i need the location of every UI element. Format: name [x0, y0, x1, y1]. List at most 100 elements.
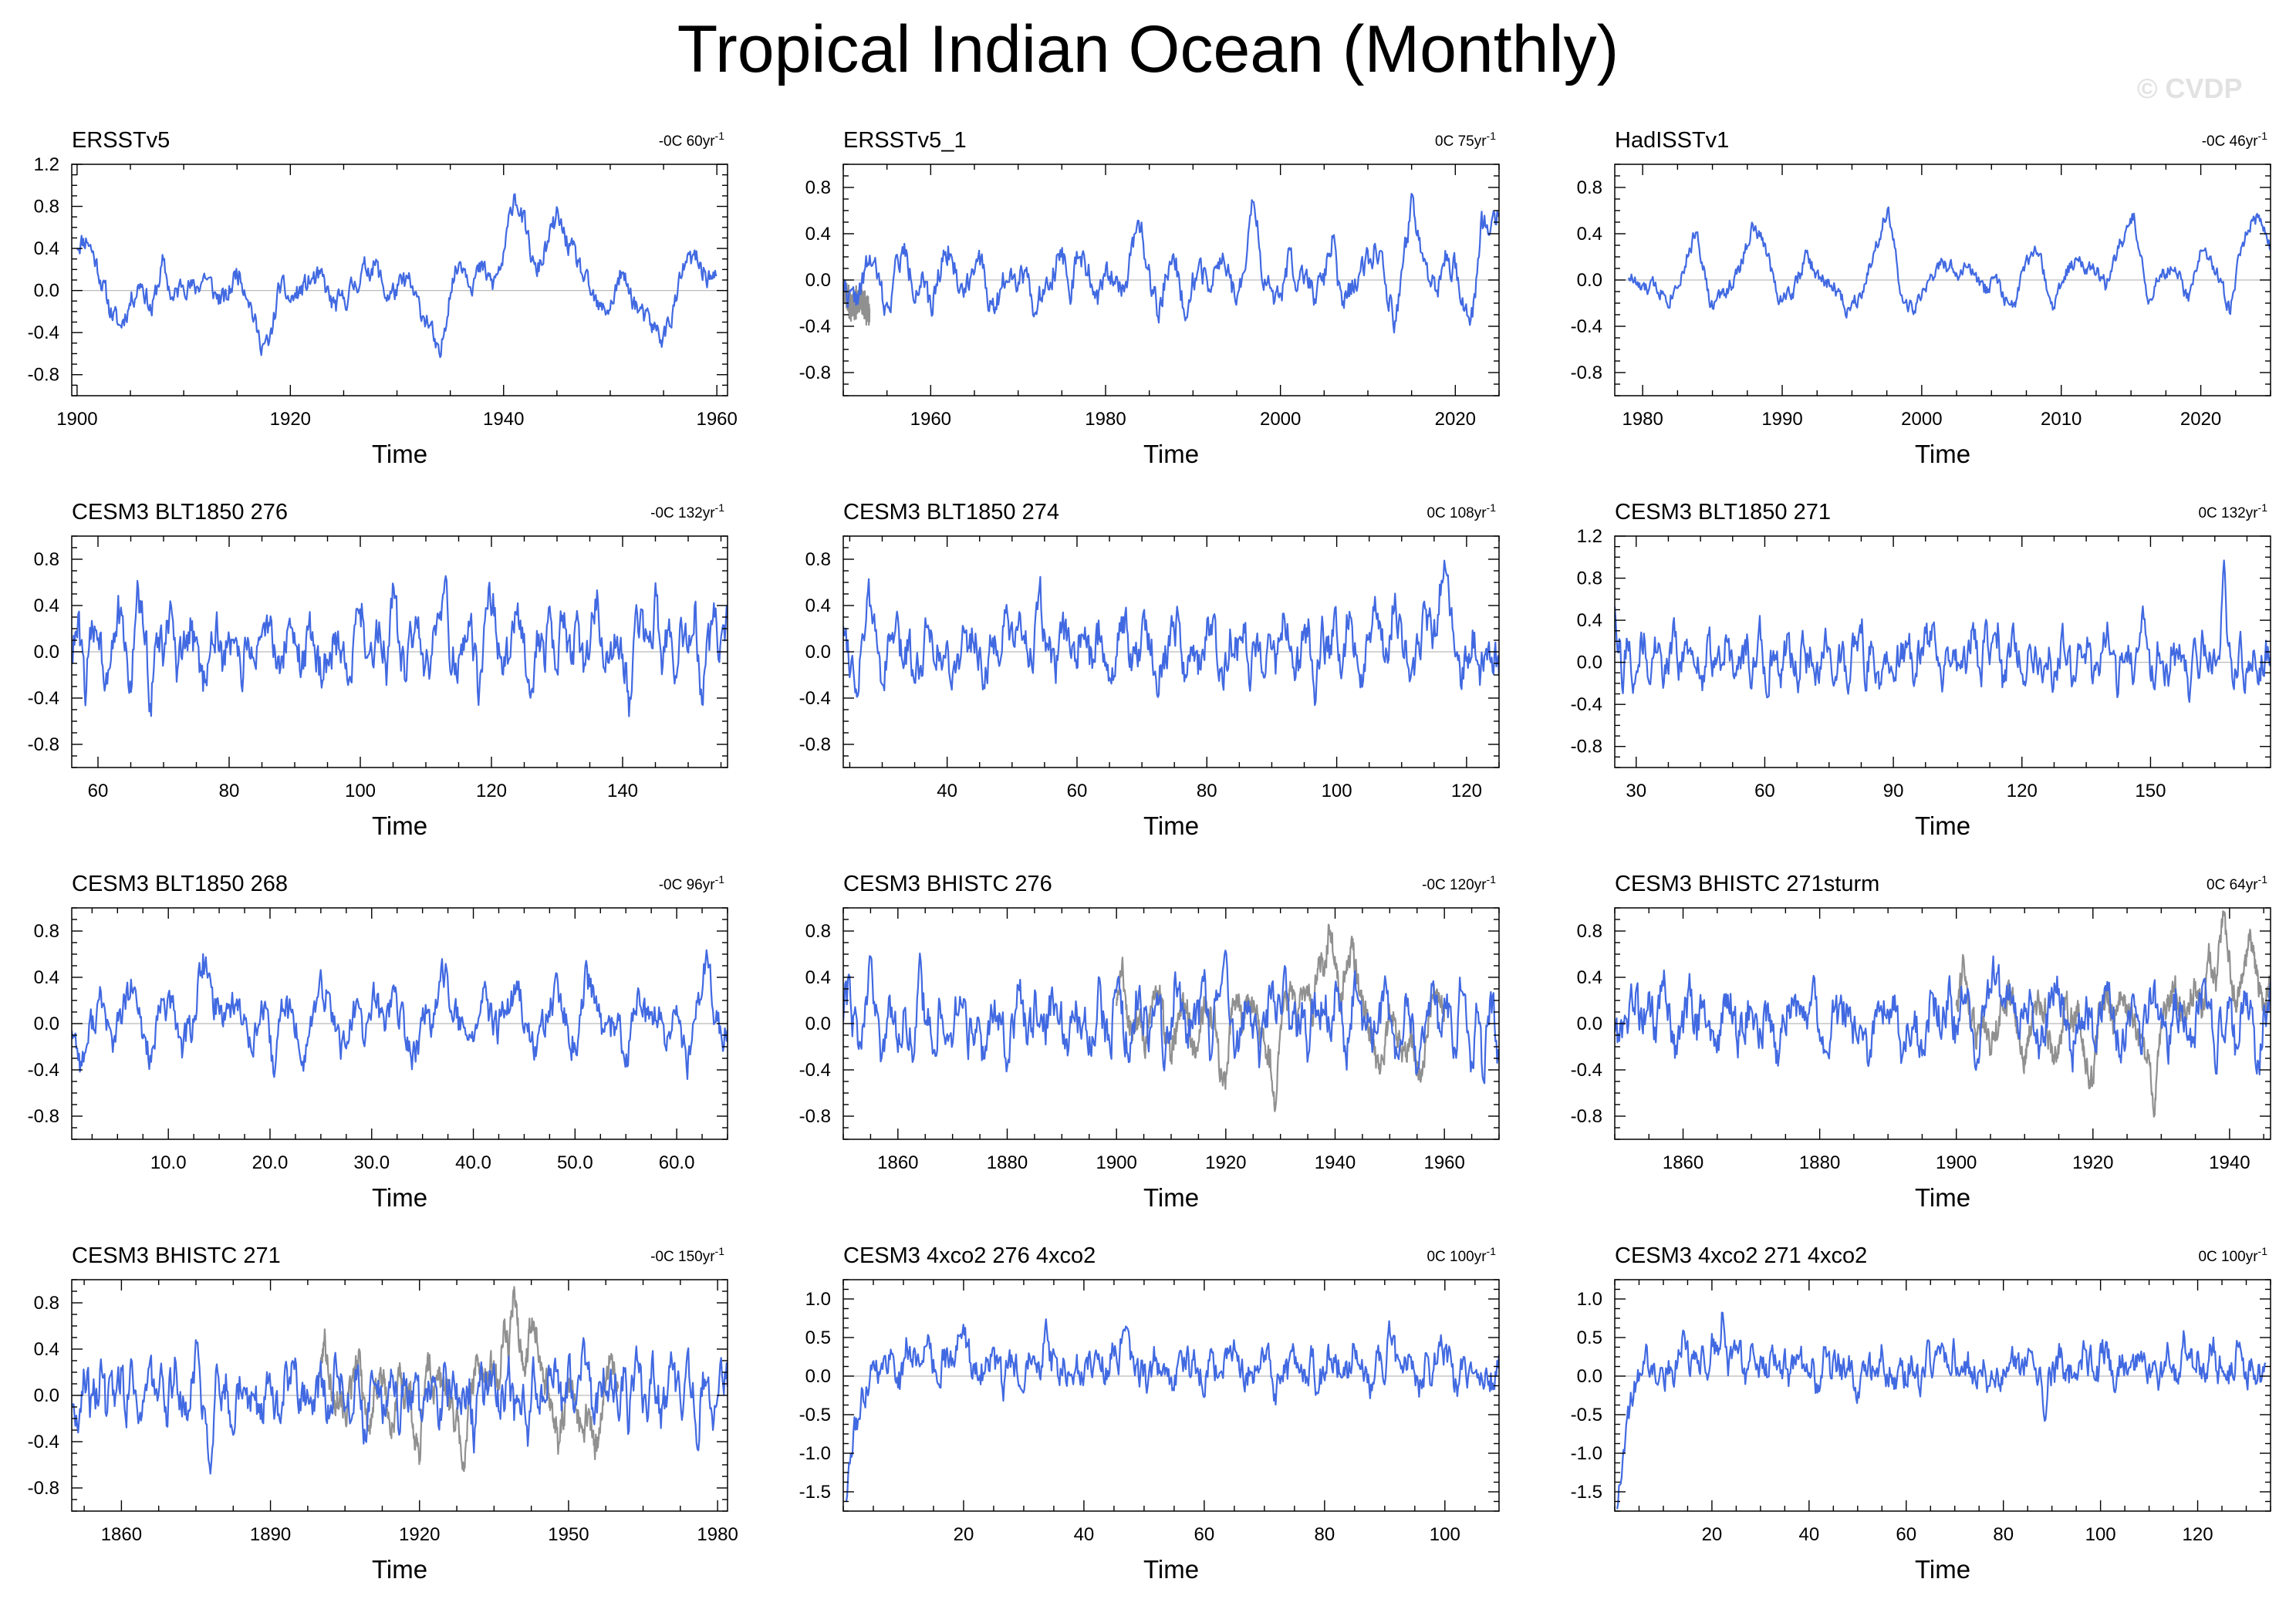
panel-trend-exponent: -1 — [1487, 873, 1497, 886]
y-tick-label: -0.4 — [28, 688, 59, 709]
x-tick-label: 1920 — [270, 409, 311, 430]
x-tick-label: 120 — [2007, 781, 2038, 801]
series-line-1 — [76, 193, 718, 359]
y-tick-label: -0.4 — [1571, 694, 1602, 715]
x-tick-label: 20 — [954, 1524, 974, 1545]
panel-trend-value: -0C 120yr — [1422, 877, 1487, 893]
x-tick-label: 1900 — [1096, 1152, 1136, 1173]
cvdp-watermark: © CVDP — [2137, 73, 2243, 104]
x-tick-label: 2010 — [2041, 409, 2082, 430]
y-tick-label: 0.4 — [1577, 224, 1602, 245]
y-tick-label: 0.0 — [1577, 653, 1602, 673]
y-tick-label: 0.4 — [805, 595, 831, 616]
panel-trend: -0C 60yr-1 — [659, 130, 725, 150]
y-tick-label: -0.8 — [28, 734, 59, 755]
x-tick-label: 60 — [1754, 781, 1775, 801]
panel-trend-value: 0C 100yr — [1427, 1249, 1487, 1265]
x-tick-label: 1920 — [1205, 1152, 1246, 1173]
panel-title: ERSSTv5 — [72, 128, 170, 153]
x-tick-label: 2020 — [1435, 409, 1476, 430]
y-tick-label: 0.0 — [34, 1385, 59, 1406]
x-tick-label: 120 — [476, 781, 507, 801]
y-tick-label: -0.8 — [799, 363, 831, 383]
panel-trend: -0C 96yr-1 — [659, 873, 725, 893]
y-tick-label: -0.8 — [28, 1478, 59, 1499]
y-tick-label: -1.5 — [1571, 1482, 1602, 1503]
x-axis-label: Time — [1915, 1555, 1970, 1584]
y-tick-label: -0.8 — [1571, 737, 1602, 757]
x-tick-label: 80 — [219, 781, 240, 801]
x-tick-label: 80 — [1315, 1524, 1335, 1545]
y-tick-label: -0.4 — [1571, 316, 1602, 337]
x-tick-label: 100 — [1430, 1524, 1460, 1545]
y-tick-label: 0.8 — [1577, 177, 1602, 198]
panel-trend: 0C 75yr-1 — [1435, 130, 1496, 150]
panel-4: CESM3 BLT1850 276 -0C 132yr-1 60 80 100 120 14… — [28, 500, 728, 840]
y-tick-label: -0.4 — [28, 322, 59, 343]
panel-title: CESM3 BLT1850 274 — [843, 500, 1059, 525]
series-line-1 — [1628, 206, 2271, 319]
y-tick-label: 0.0 — [805, 270, 831, 291]
y-tick-label: 0.4 — [34, 1339, 59, 1360]
panel-1: ERSSTv5 -0C 60yr-1 1900 1920 1940 1960 -0.8 -0.… — [28, 128, 738, 468]
x-tick-label: 2000 — [1260, 409, 1301, 430]
panel-trend: 0C 100yr-1 — [1427, 1245, 1496, 1265]
x-axis-label: Time — [1915, 1183, 1970, 1212]
series-group — [1615, 910, 2271, 1118]
y-tick-label: 0.0 — [34, 281, 59, 302]
y-tick-label: 0.0 — [1577, 1366, 1602, 1387]
panel-12: CESM3 4xco2 271 4xco2 0C 100yr-1 20 40 60 80 1… — [1571, 1243, 2271, 1584]
x-tick-label: 100 — [1322, 781, 1352, 801]
x-tick-label: 60 — [1194, 1524, 1215, 1545]
panel-trend-exponent: -1 — [2258, 873, 2268, 886]
panel-7: CESM3 BLT1850 268 -0C 96yr-1 10.0 20.0 30.0 4… — [28, 872, 728, 1212]
series-line-1 — [1616, 1311, 2267, 1510]
series-group — [72, 1286, 728, 1475]
panel-5: CESM3 BLT1850 274 0C 108yr-1 40 60 80 100 120 -… — [799, 500, 1500, 840]
y-tick-label: 1.2 — [1577, 526, 1602, 547]
x-tick-label: 40 — [1799, 1524, 1820, 1545]
series-line-1 — [1615, 559, 2271, 703]
x-tick-label: 1940 — [483, 409, 524, 430]
panel-trend: 0C 108yr-1 — [1427, 501, 1496, 521]
x-tick-label: 1960 — [696, 409, 737, 430]
plot-frame — [842, 1279, 1500, 1512]
x-tick-label: 120 — [2183, 1524, 2213, 1545]
panel-trend-exponent: -1 — [1487, 1245, 1497, 1257]
y-tick-label: -0.5 — [799, 1405, 831, 1425]
x-tick-label: 40.0 — [455, 1152, 491, 1173]
x-tick-label: 60 — [1896, 1524, 1916, 1545]
panel-trend: 0C 64yr-1 — [2207, 873, 2267, 893]
panel-trend: -0C 120yr-1 — [1422, 873, 1496, 893]
x-tick-label: 1980 — [697, 1524, 738, 1545]
x-tick-label: 100 — [2085, 1524, 2116, 1545]
y-tick-label: 0.8 — [34, 1293, 59, 1314]
panel-trend-exponent: -1 — [715, 501, 725, 514]
x-tick-label: 40 — [1074, 1524, 1095, 1545]
y-tick-label: 0.4 — [34, 595, 59, 616]
x-tick-label: 1900 — [56, 409, 97, 430]
panel-title: CESM3 4xco2 276 4xco2 — [843, 1243, 1096, 1268]
y-tick-label: -1.0 — [799, 1443, 831, 1464]
y-tick-label: 0.4 — [1577, 967, 1602, 988]
x-tick-label: 60 — [1067, 781, 1088, 801]
x-tick-label: 40 — [937, 781, 957, 801]
panel-3: HadISSTv1 -0C 46yr-1 1980 1990 2000 2010 2020 -… — [1571, 128, 2271, 468]
y-tick-label: 1.0 — [805, 1289, 831, 1310]
x-tick-label: 90 — [1883, 781, 1904, 801]
panel-trend-value: 0C 100yr — [2198, 1249, 2258, 1265]
x-tick-label: 20.0 — [252, 1152, 289, 1173]
x-tick-label: 140 — [607, 781, 638, 801]
series-group — [843, 559, 1499, 707]
y-tick-label: -0.4 — [799, 316, 831, 337]
x-tick-label: 2000 — [1901, 409, 1942, 430]
x-tick-label: 1880 — [987, 1152, 1028, 1173]
main-title: Tropical Indian Ocean (Monthly) — [677, 12, 1619, 86]
series-line-1 — [72, 949, 728, 1081]
y-tick-label: 0.4 — [1577, 610, 1602, 631]
series-line-1 — [72, 575, 728, 717]
panel-title: CESM3 BHISTC 271 — [72, 1243, 281, 1268]
panel-trend-value: -0C 132yr — [650, 505, 715, 521]
panel-title: ERSSTv5_1 — [843, 128, 967, 153]
